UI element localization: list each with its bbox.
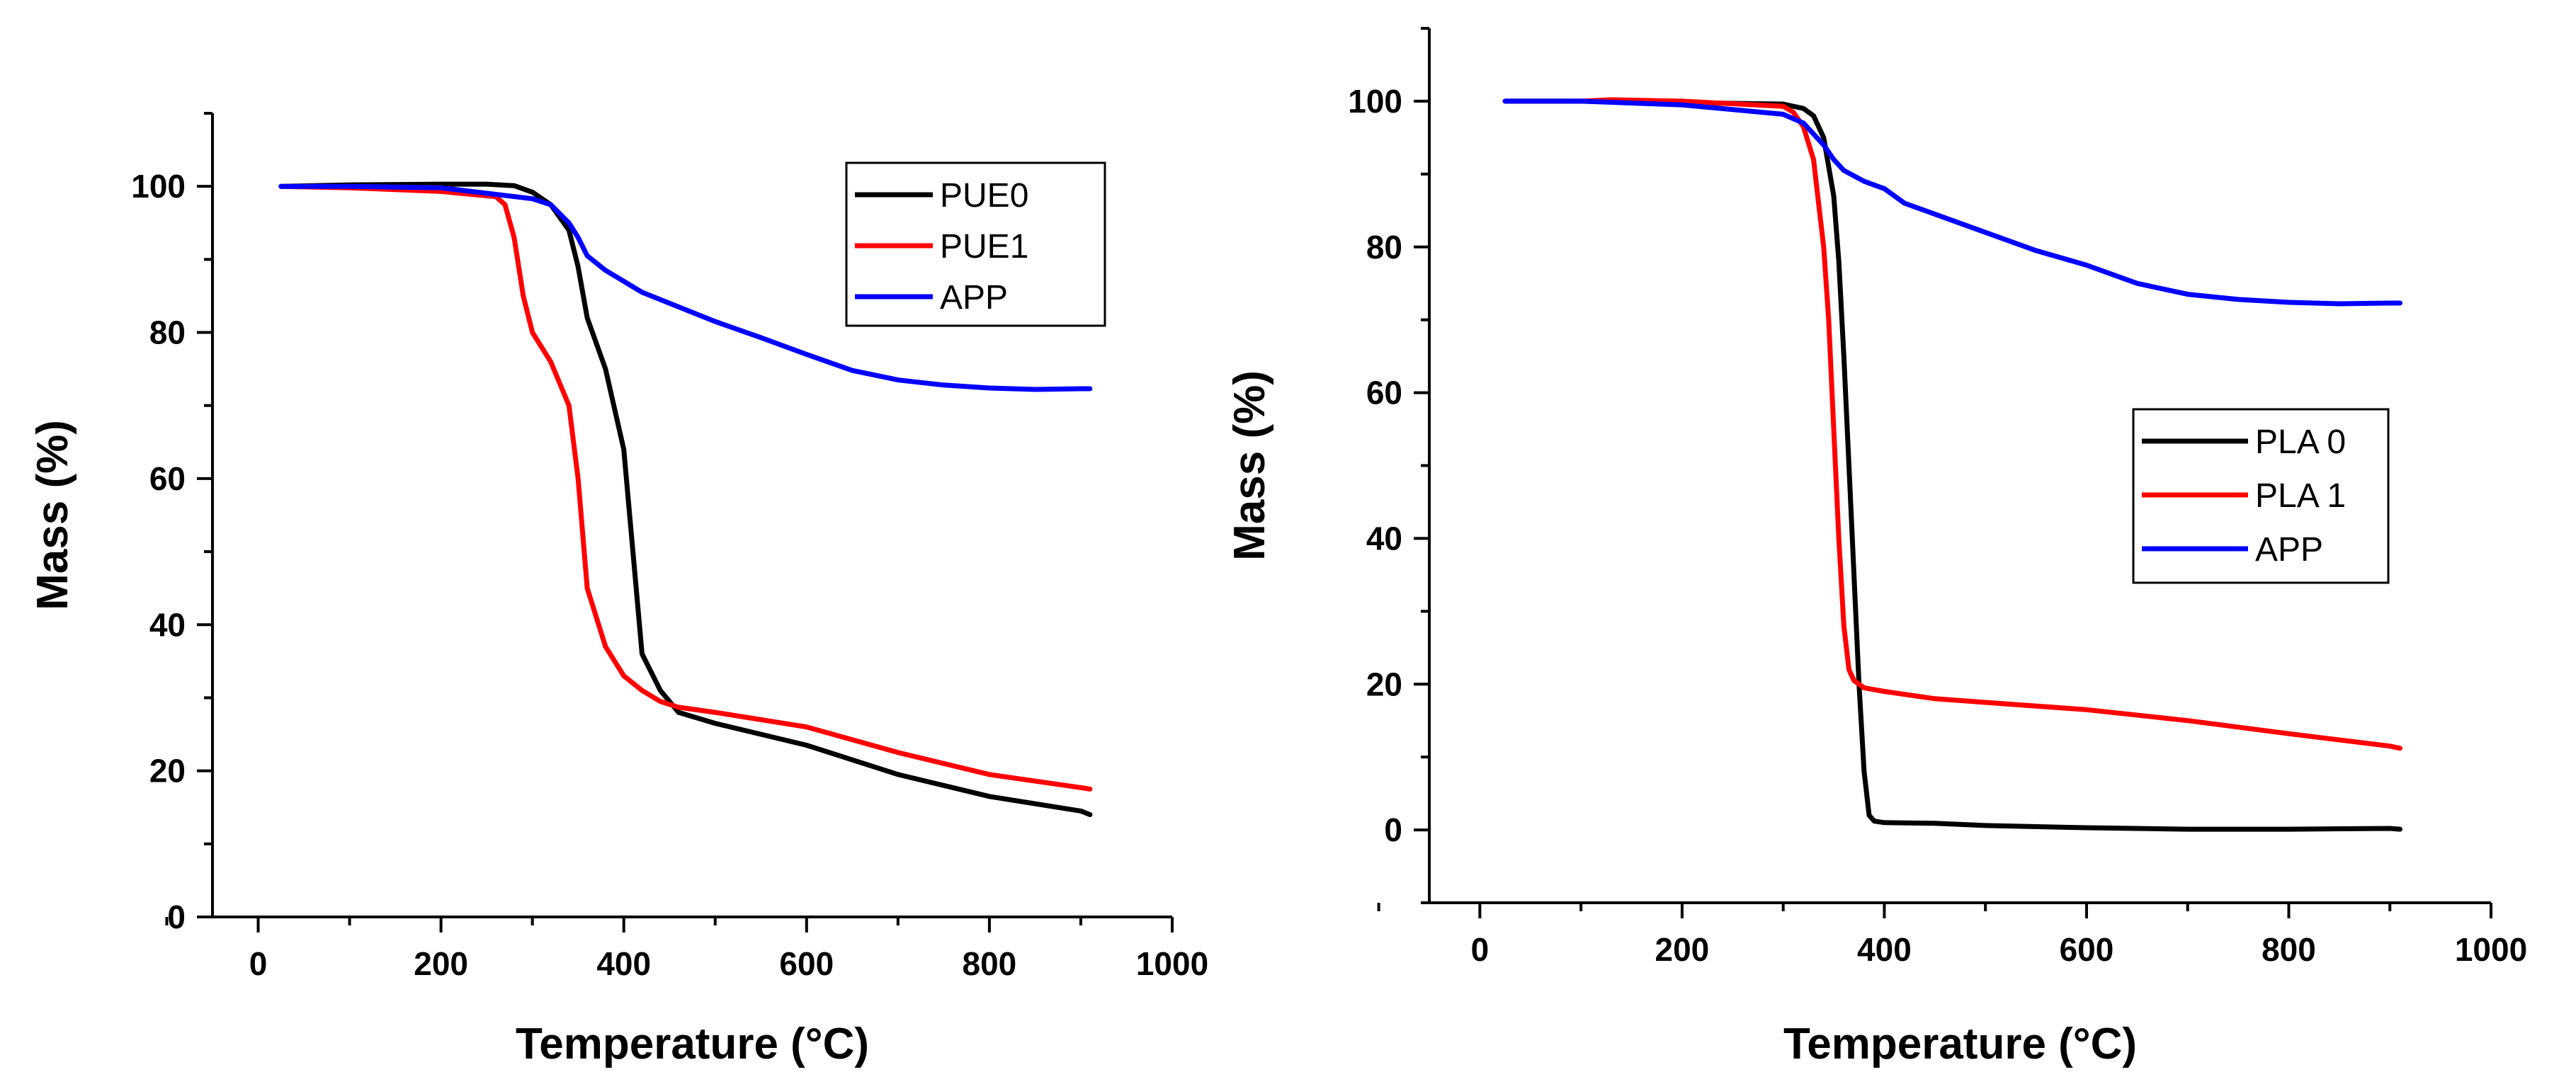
x-axis-title: Temperature (°C) (516, 1020, 869, 1068)
y-tick-label: 60 (149, 460, 186, 497)
legend-label: PLA 0 (2255, 423, 2346, 461)
x-tick-label: 600 (2060, 931, 2114, 968)
x-tick-label: 800 (2262, 931, 2316, 968)
legend-label: APP (2255, 531, 2323, 569)
series-line-app (1502, 98, 2402, 307)
y-tick-label: 80 (1366, 229, 1402, 266)
x-tick-label: 800 (963, 945, 1017, 982)
series-line-pue1 (278, 183, 1093, 792)
series-line-app (278, 183, 1093, 392)
y-tick-label: 60 (1366, 375, 1402, 411)
x-tick-label: 400 (596, 945, 651, 982)
y-axis-title: Mass (%) (28, 420, 77, 610)
legend: PUE0 PUE1 APP (845, 161, 1106, 327)
x-tick-label: 0 (1471, 931, 1490, 968)
legend-label: PUE1 (940, 228, 1028, 266)
x-axis-title: Temperature (°C) (1783, 1020, 2137, 1068)
chart-panel-1: 0 200 400 600 800 1000 0 20 40 60 80 100 Temperature… (28, 112, 1208, 1068)
x-tick-label: 400 (1857, 931, 1912, 968)
y-tick-label: 20 (1366, 666, 1402, 702)
x-tick-label: 0 (249, 945, 268, 982)
legend-label: PLA 1 (2255, 477, 2346, 515)
y-tick-label: 40 (149, 606, 186, 643)
y-tick-label: 0 (167, 899, 186, 935)
series-line-pue0 (278, 181, 1093, 817)
x-tick-label: 600 (779, 945, 834, 982)
y-tick-label: 100 (131, 168, 186, 205)
series-line-pla-0 (1502, 98, 2402, 832)
x-tick-label: 200 (414, 945, 468, 982)
y-axis-title: Mass (%) (1225, 370, 1274, 561)
y-tick-label: 80 (149, 314, 186, 351)
legend-label: PUE0 (940, 177, 1028, 215)
y-tick-label: 100 (1348, 83, 1402, 120)
legend: PLA 0 PLA 1 APP (2132, 408, 2390, 584)
x-tick-label: 1000 (2455, 931, 2527, 968)
x-tick-label: 1000 (1136, 945, 1208, 982)
x-tick-label: 200 (1655, 931, 1710, 968)
y-tick-label: 0 (1384, 811, 1402, 848)
legend-label: APP (940, 279, 1008, 317)
y-tick-label: 20 (149, 753, 186, 789)
chart-panel-2: 0 200 400 600 800 1000 0 20 40 60 80 100 Temperature… (1225, 27, 2527, 1068)
y-tick-label: 40 (1366, 520, 1402, 557)
series-line-pla-1 (1502, 97, 2402, 751)
